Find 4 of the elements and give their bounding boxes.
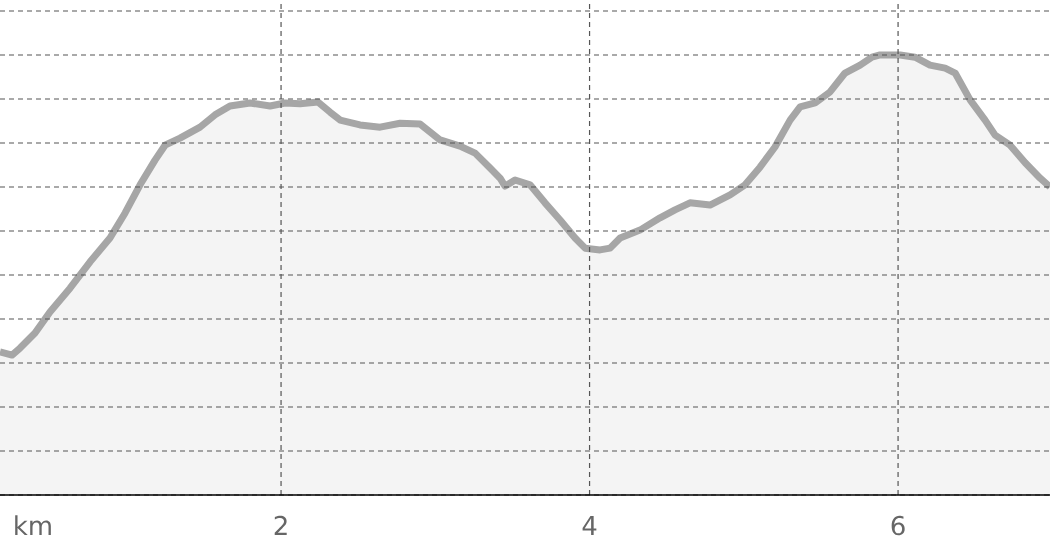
x-axis-title: km (15, 515, 51, 535)
x-tick-label: 4 (582, 516, 597, 535)
x-tick-label: 6 (891, 515, 905, 536)
x-tick-label: 2 (274, 515, 287, 535)
